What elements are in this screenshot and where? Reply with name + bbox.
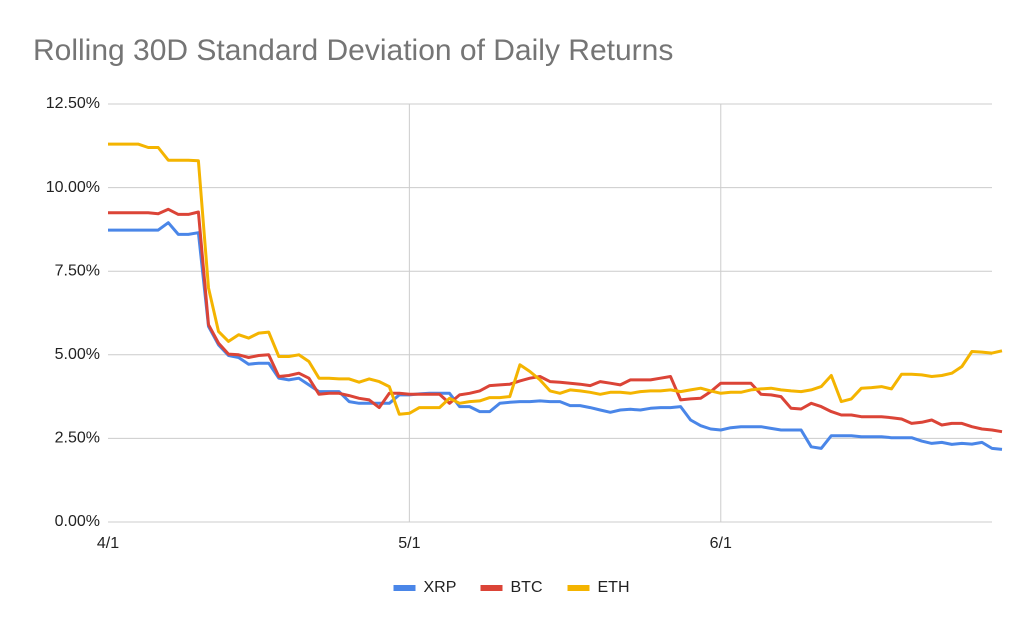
x-tick-label: 5/1: [398, 535, 420, 552]
chart-title: Rolling 30D Standard Deviation of Daily …: [33, 34, 673, 67]
y-tick-label: 5.00%: [55, 346, 100, 363]
legend-label: BTC: [511, 579, 543, 596]
x-tick-label: 6/1: [710, 535, 732, 552]
line-series: [108, 142, 1003, 416]
legend-swatch: [480, 585, 503, 591]
y-tick-label: 2.50%: [55, 430, 100, 447]
y-tick-label: 10.00%: [46, 179, 100, 196]
legend-swatch: [567, 585, 590, 591]
y-tick-label: 7.50%: [55, 262, 100, 279]
line-series: [108, 221, 1003, 451]
legend-swatch: [393, 585, 416, 591]
legend-label: ETH: [598, 579, 630, 596]
line-series: [108, 207, 1003, 434]
legend-label: XRP: [424, 579, 457, 596]
x-tick-label: 4/1: [97, 535, 119, 552]
y-tick-label: 12.50%: [46, 95, 100, 112]
y-tick-label: 0.00%: [55, 513, 100, 530]
